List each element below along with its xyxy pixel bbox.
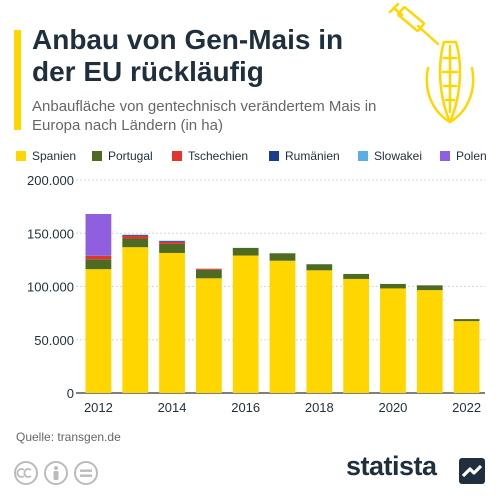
bar-segment — [306, 270, 333, 393]
person-icon — [44, 461, 68, 485]
bar-segment — [159, 241, 185, 242]
page-subtitle: Anbaufläche von gentechnisch verändertem… — [32, 98, 377, 134]
bar-segment — [416, 285, 443, 291]
x-tick-label: 2014 — [158, 400, 187, 415]
bar-segment — [269, 253, 296, 261]
bar-segment — [122, 238, 149, 248]
bar-segment — [122, 247, 149, 393]
bar-segment — [269, 260, 296, 393]
bar-segment — [343, 273, 370, 279]
bar-segment — [195, 268, 222, 270]
bar-segment — [85, 213, 112, 256]
bar-segment — [453, 319, 480, 322]
bar-segment — [380, 288, 406, 393]
bar-segment — [122, 234, 149, 236]
bar-segment — [195, 278, 222, 393]
legend-swatch — [16, 151, 26, 161]
equals-icon — [74, 461, 98, 485]
x-tick-label: 2012 — [84, 400, 113, 415]
bar-segment — [85, 255, 112, 260]
legend-item-tschechien: Tschechien — [172, 148, 248, 164]
syringe-corn-icon — [388, 2, 475, 124]
legend: Spanien Portugal Tschechien Rumänien Slo… — [16, 148, 496, 164]
bar-segment — [159, 252, 185, 393]
x-tick-label: 2022 — [452, 400, 481, 415]
y-tick-label: 150.000 — [27, 226, 74, 241]
bar-segment — [122, 235, 149, 239]
legend-item-rumaenien: Rumänien — [269, 148, 340, 164]
legend-swatch — [269, 151, 279, 161]
legend-swatch — [358, 151, 368, 161]
bar-segment — [343, 278, 370, 393]
statista-logo-icon — [459, 458, 485, 484]
bar-segment — [380, 283, 406, 289]
license-icons — [14, 461, 98, 485]
bar-segment — [85, 269, 112, 393]
accent-bar — [14, 30, 21, 130]
legend-swatch — [440, 151, 450, 161]
x-tick-label: 2016 — [231, 400, 260, 415]
y-tick-label: 100.000 — [27, 280, 74, 295]
legend-item-portugal: Portugal — [92, 148, 153, 164]
bar-segment — [306, 264, 333, 271]
bar-segment — [453, 321, 480, 393]
bar-segment — [416, 290, 443, 393]
bar-segment — [159, 243, 185, 253]
legend-swatch — [172, 151, 182, 161]
bar-segment — [159, 241, 185, 244]
legend-item-spanien: Spanien — [16, 148, 76, 164]
legend-item-polen: Polen — [440, 148, 487, 164]
bar-segment — [195, 269, 222, 279]
page-title: Anbau von Gen-Mais in der EU rückläufig — [32, 24, 344, 87]
y-tick-label: 50.000 — [34, 333, 74, 348]
x-tick-label: 2020 — [378, 400, 407, 415]
y-tick-label: 200.000 — [27, 173, 74, 188]
cc-icon — [14, 461, 38, 485]
x-tick-label: 2018 — [305, 400, 334, 415]
legend-item-slowakei: Slowakei — [358, 148, 422, 164]
source-note: Quelle: transgen.de — [16, 430, 121, 444]
bar-segment — [232, 255, 259, 393]
statista-logo-text: statista — [346, 451, 437, 481]
y-tick-label: 0 — [67, 386, 74, 401]
bar-segment — [85, 259, 112, 270]
bar-segment — [232, 247, 259, 256]
legend-swatch — [92, 151, 102, 161]
bar-chart: 0 50.000 100.000 150.000 200.000 2012 2014 2016… — [27, 173, 485, 415]
